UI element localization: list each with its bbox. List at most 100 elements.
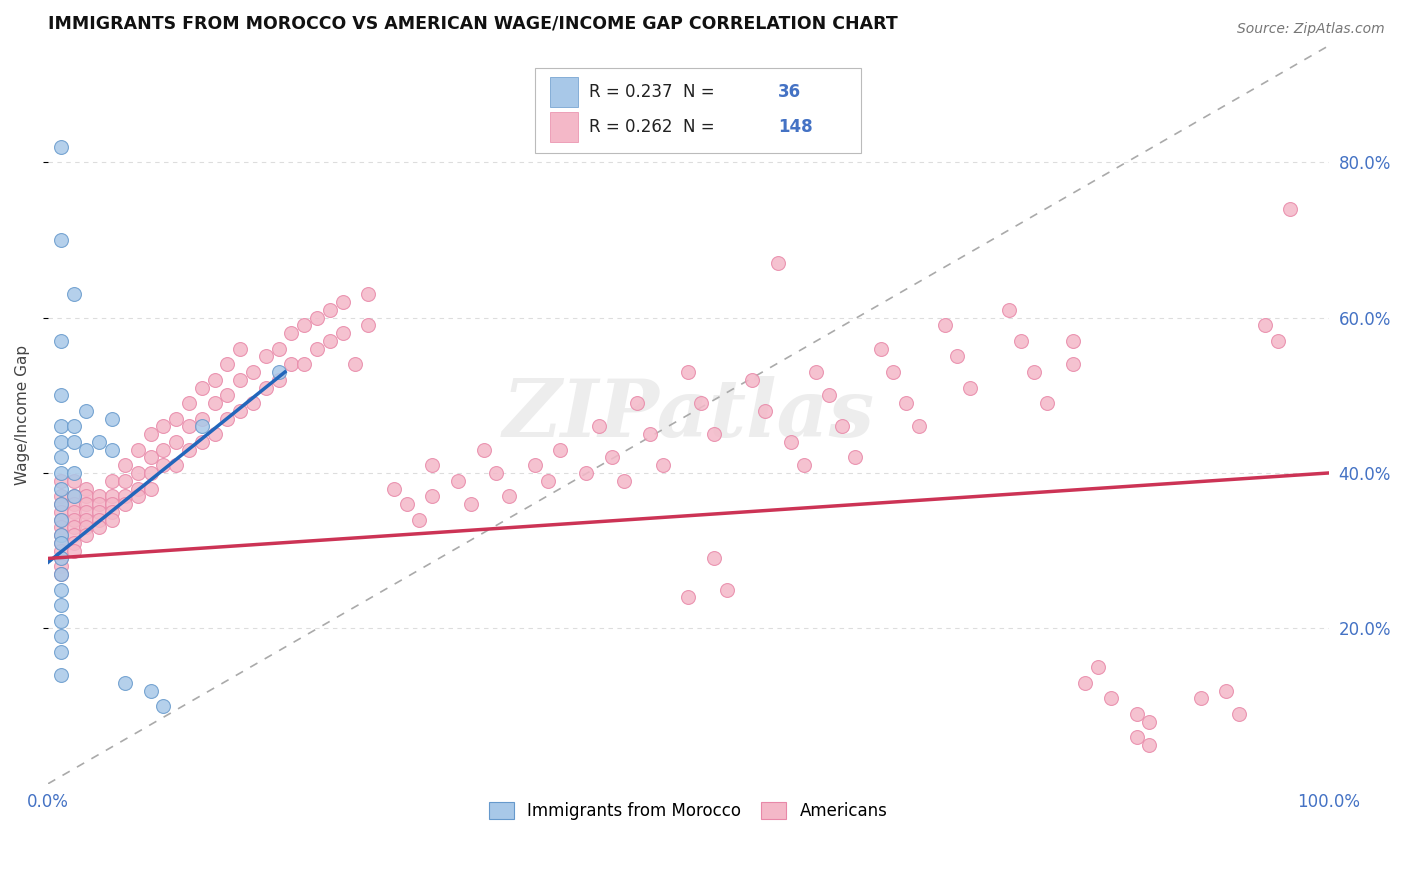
Point xyxy=(76,497,98,511)
Point xyxy=(165,434,187,449)
Point xyxy=(934,318,956,333)
Point xyxy=(1139,738,1161,752)
Point xyxy=(49,536,72,550)
Point xyxy=(1062,334,1084,348)
Point xyxy=(344,357,367,371)
Legend: Immigrants from Morocco, Americans: Immigrants from Morocco, Americans xyxy=(482,796,894,827)
Point xyxy=(741,373,763,387)
Point xyxy=(127,489,149,503)
Point xyxy=(62,536,84,550)
Point xyxy=(101,411,124,425)
Point xyxy=(49,233,72,247)
Point xyxy=(152,442,174,457)
Point xyxy=(101,497,124,511)
Point xyxy=(49,566,72,581)
Point xyxy=(844,450,866,465)
Point xyxy=(280,357,302,371)
Point xyxy=(49,505,72,519)
Point xyxy=(62,489,84,503)
Point xyxy=(280,326,302,340)
Point xyxy=(319,302,342,317)
Text: 148: 148 xyxy=(778,118,813,136)
Point xyxy=(1024,365,1046,379)
Point xyxy=(190,380,212,394)
Point xyxy=(101,442,124,457)
FancyBboxPatch shape xyxy=(534,68,862,153)
Point xyxy=(76,442,98,457)
Point xyxy=(204,373,226,387)
Point xyxy=(49,419,72,434)
Point xyxy=(165,411,187,425)
Point xyxy=(49,528,72,542)
Point xyxy=(305,342,328,356)
Point xyxy=(49,551,72,566)
Point xyxy=(1139,714,1161,729)
FancyBboxPatch shape xyxy=(550,112,578,142)
Point xyxy=(408,512,430,526)
Point xyxy=(600,450,623,465)
Point xyxy=(49,520,72,534)
Point xyxy=(62,505,84,519)
Point xyxy=(49,334,72,348)
Point xyxy=(62,520,84,534)
Point xyxy=(204,427,226,442)
Point xyxy=(89,512,111,526)
Point xyxy=(420,458,443,473)
Point xyxy=(139,466,162,480)
Point xyxy=(49,388,72,402)
Point xyxy=(49,512,72,526)
Point xyxy=(76,489,98,503)
Point xyxy=(76,404,98,418)
Point xyxy=(49,474,72,488)
Point xyxy=(89,520,111,534)
Text: Source: ZipAtlas.com: Source: ZipAtlas.com xyxy=(1237,22,1385,37)
Point xyxy=(319,334,342,348)
Point xyxy=(229,342,252,356)
Point xyxy=(498,489,520,503)
Point xyxy=(139,450,162,465)
Point xyxy=(62,543,84,558)
Point xyxy=(49,528,72,542)
Point xyxy=(766,256,789,270)
Point xyxy=(882,365,904,379)
Point xyxy=(997,302,1019,317)
Point xyxy=(1125,706,1147,721)
Point xyxy=(152,699,174,714)
Point xyxy=(678,365,700,379)
Point xyxy=(139,427,162,442)
Point xyxy=(626,396,648,410)
Point xyxy=(49,551,72,566)
Point xyxy=(420,489,443,503)
Point xyxy=(177,442,200,457)
Point xyxy=(779,434,801,449)
Point xyxy=(242,396,264,410)
Point xyxy=(76,528,98,542)
Point xyxy=(127,466,149,480)
Point xyxy=(49,566,72,581)
Point xyxy=(908,419,931,434)
Text: IMMIGRANTS FROM MOROCCO VS AMERICAN WAGE/INCOME GAP CORRELATION CHART: IMMIGRANTS FROM MOROCCO VS AMERICAN WAGE… xyxy=(48,15,898,33)
Point xyxy=(62,474,84,488)
Point xyxy=(101,505,124,519)
Point xyxy=(575,466,598,480)
Point xyxy=(49,512,72,526)
Point xyxy=(114,458,136,473)
Point xyxy=(76,482,98,496)
Point xyxy=(946,350,969,364)
Point xyxy=(49,536,72,550)
Point xyxy=(716,582,738,597)
Point xyxy=(62,466,84,480)
Point xyxy=(49,489,72,503)
Point xyxy=(49,645,72,659)
Point xyxy=(242,365,264,379)
Point xyxy=(165,458,187,473)
Point xyxy=(76,520,98,534)
Point xyxy=(447,474,470,488)
Text: 36: 36 xyxy=(778,83,801,101)
Point xyxy=(62,489,84,503)
Point xyxy=(127,442,149,457)
Point xyxy=(229,404,252,418)
Point xyxy=(49,482,72,496)
Point xyxy=(49,598,72,612)
Point xyxy=(1227,706,1250,721)
